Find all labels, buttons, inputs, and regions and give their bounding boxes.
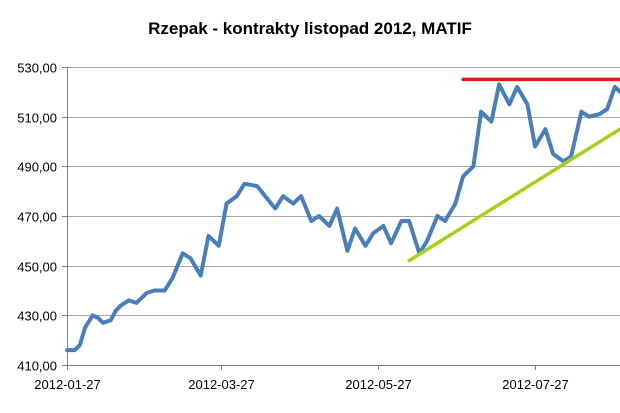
x-tick-labels: 2012-01-27 2012-03-27 2012-05-27 2012-07-27 [34, 377, 569, 392]
y-tick-label: 430,00 [17, 309, 57, 324]
y-tick-label: 470,00 [17, 210, 57, 225]
price-line [65, 82, 620, 353]
y-tick-label: 450,00 [17, 260, 57, 275]
x-tick-label: 2012-05-27 [345, 377, 412, 392]
grid-lines [67, 67, 620, 316]
x-tick-label: 2012-07-27 [502, 377, 569, 392]
axes [62, 67, 620, 370]
support-trend-line [407, 127, 620, 263]
y-tick-labels: 410,00 430,00 450,00 470,00 490,00 510,00 530,… [17, 61, 57, 374]
y-tick-label: 490,00 [17, 160, 57, 175]
y-tick-label: 510,00 [17, 111, 57, 126]
y-tick-label: 530,00 [17, 61, 57, 76]
y-tick-label: 410,00 [17, 359, 57, 374]
x-tick-label: 2012-01-27 [34, 377, 101, 392]
chart-title: Rzepak - kontrakty listopad 2012, MATIF [148, 19, 472, 38]
series-lines [65, 77, 620, 353]
x-tick-label: 2012-03-27 [188, 377, 255, 392]
